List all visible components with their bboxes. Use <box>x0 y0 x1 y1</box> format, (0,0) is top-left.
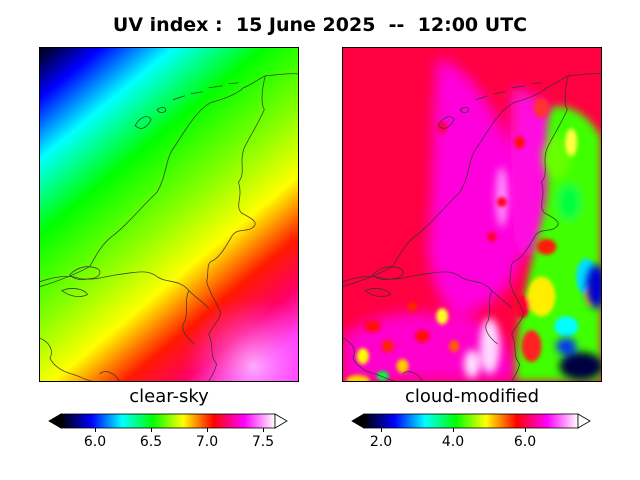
colorbar-tick-label: 7.5 <box>251 434 275 450</box>
colorbar-tick-label: 6.0 <box>83 434 107 450</box>
coastline-borders-cloud <box>343 73 601 381</box>
colorbar-tick-label: 7.0 <box>195 434 219 450</box>
clear-sky-highlight <box>40 48 298 381</box>
cloud-field-white <box>464 167 508 379</box>
colorbar-tick-label: 2.0 <box>369 434 393 450</box>
colorbar-tick-label: 6.5 <box>139 434 163 450</box>
colorbar-tick-label: 4.0 <box>441 434 465 450</box>
cloud-field-dark <box>556 264 601 381</box>
cloud-modified-label: cloud-modified <box>404 386 540 407</box>
cloud-modified-map <box>342 47 602 382</box>
figure-title: UV index : 15 June 2025 -- 12:00 UTC <box>112 14 528 36</box>
clear-sky-colorbar: 6.0 6.5 7.0 7.5 <box>48 413 288 450</box>
clear-sky-map <box>39 47 299 382</box>
cloud-modified-colorbar: 2.0 4.0 6.0 <box>351 413 591 450</box>
coastline-borders <box>40 73 298 381</box>
colorbar-tick-label: 6.0 <box>513 434 537 450</box>
clear-sky-label: clear-sky <box>129 386 209 407</box>
cloud-field-speckle <box>345 121 525 381</box>
